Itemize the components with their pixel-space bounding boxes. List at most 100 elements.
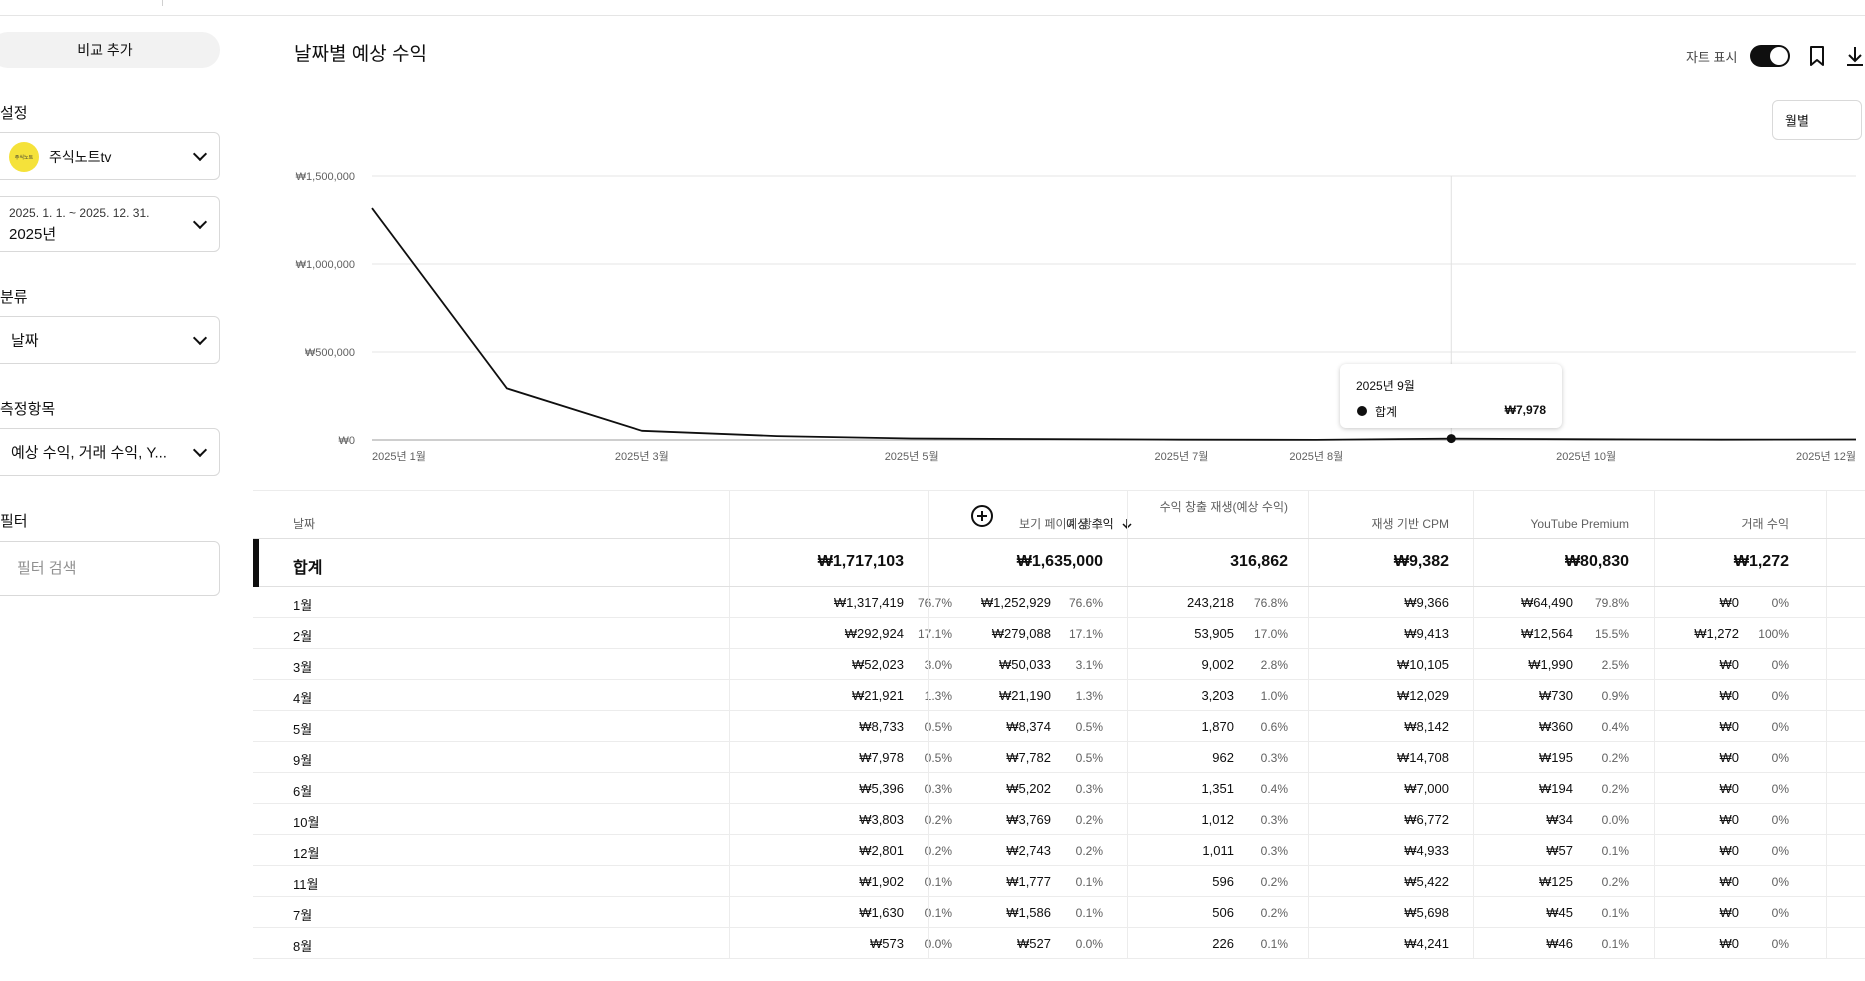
channel-select[interactable]: 주식노트 주식노트tv xyxy=(0,132,220,180)
sidebar: 비교 추가 설정 주식노트 주식노트tv 2025. 1. 1. ~ 2025.… xyxy=(0,0,230,981)
table-row[interactable]: 10월 ₩3,803 0.2% ₩3,769 0.2% 1,012 0.3% ₩6,772 ₩3… xyxy=(253,804,1865,835)
row-date: 6월 xyxy=(293,784,313,799)
row-tx-percent: 0% xyxy=(1771,875,1789,889)
breakdown-label: 분류 xyxy=(0,289,28,306)
date-range-label: 2025년 xyxy=(9,226,57,243)
table-total-row: 합계 ₩1,717,103 ₩1,635,000 316,862 ₩9,382 … xyxy=(253,539,1865,587)
row-prem-percent: 0.4% xyxy=(1601,720,1629,734)
row-plays-percent: 76.8% xyxy=(1253,596,1288,610)
bookmark-icon[interactable] xyxy=(1805,44,1829,68)
channel-avatar: 주식노트 xyxy=(9,142,39,172)
row-prem: ₩1,990 xyxy=(1528,657,1573,672)
chart-tooltip: 2025년 9월 합계 ₩7,978 xyxy=(1340,364,1562,428)
column-header-monetized-playbacks[interactable]: 수익 창출 재생(예상 수익) xyxy=(1159,500,1288,514)
row-prem: ₩57 xyxy=(1546,843,1573,858)
date-range-select[interactable]: 2025. 1. 1. ~ 2025. 12. 31. 2025년 xyxy=(0,196,220,252)
row-prem-percent: 0.9% xyxy=(1601,689,1629,703)
column-header-revenue-label: 예상 수익 xyxy=(1066,517,1114,531)
row-plays: 506 xyxy=(1212,905,1234,920)
table-row[interactable]: 12월 ₩2,801 0.2% ₩2,743 0.2% 1,011 0.3% ₩4,933 ₩5… xyxy=(253,835,1865,866)
row-cpm: ₩5,422 xyxy=(1404,874,1449,889)
row-plays-percent: 0.4% xyxy=(1260,782,1288,796)
table-row[interactable]: 5월 ₩8,733 0.5% ₩8,374 0.5% 1,870 0.6% ₩8,142 ₩36… xyxy=(253,711,1865,742)
table-row[interactable]: 2월 ₩292,924 17.1% ₩279,088 17.1% 53,905 17.0% ₩… xyxy=(253,618,1865,649)
add-comparison-button[interactable]: 비교 추가 xyxy=(0,32,220,68)
row-plays-percent: 17.0% xyxy=(1253,627,1288,641)
row-rev-percent: 0.1% xyxy=(924,875,952,889)
chart-toggle[interactable] xyxy=(1750,45,1790,67)
period-select-value: 월별 xyxy=(1785,113,1809,129)
row-rev: ₩1,317,419 xyxy=(833,595,904,610)
row-prem-percent: 0.1% xyxy=(1601,844,1629,858)
row-date: 1월 xyxy=(293,598,313,613)
row-cpm: ₩5,698 xyxy=(1404,905,1449,920)
row-rev-percent: 0.2% xyxy=(924,844,952,858)
row-date: 8월 xyxy=(293,939,313,954)
add-column-icon[interactable] xyxy=(971,505,993,527)
table-header-row: 날짜 예상 수익 보기 페이지 광고 수익 창출 재생(예상 수익) 재생 기반… xyxy=(253,490,1865,539)
row-tx-percent: 0% xyxy=(1771,813,1789,827)
row-tx: ₩0 xyxy=(1719,781,1740,796)
row-cpm: ₩6,772 xyxy=(1404,812,1449,827)
row-tx-percent: 0% xyxy=(1771,720,1789,734)
row-plays: 1,012 xyxy=(1201,812,1234,827)
row-tx-percent: 0% xyxy=(1771,689,1789,703)
tooltip-value: ₩7,978 xyxy=(1504,403,1546,417)
row-date: 10월 xyxy=(293,815,320,830)
row-rev: ₩5,396 xyxy=(859,781,904,796)
row-tx: ₩0 xyxy=(1719,874,1740,889)
row-date: 12월 xyxy=(293,846,320,861)
row-ads: ₩1,586 xyxy=(1006,905,1051,920)
row-plays: 53,905 xyxy=(1194,626,1234,641)
breakdown-select[interactable]: 날짜 xyxy=(0,316,220,364)
row-ads: ₩527 xyxy=(1017,936,1051,951)
tooltip-series-dot xyxy=(1357,406,1367,416)
table-row[interactable]: 9월 ₩7,978 0.5% ₩7,782 0.5% 962 0.3% ₩14,708 ₩195… xyxy=(253,742,1865,773)
row-rev-percent: 0.1% xyxy=(924,906,952,920)
row-rev: ₩3,803 xyxy=(859,812,904,827)
row-tx: ₩0 xyxy=(1719,750,1740,765)
row-ads: ₩5,202 xyxy=(1006,781,1051,796)
table-row[interactable]: 6월 ₩5,396 0.3% ₩5,202 0.3% 1,351 0.4% ₩7,000 ₩19… xyxy=(253,773,1865,804)
row-tx: ₩0 xyxy=(1719,905,1740,920)
table-row[interactable]: 7월 ₩1,630 0.1% ₩1,586 0.1% 506 0.2% ₩5,698 ₩45 0.… xyxy=(253,897,1865,928)
row-tx-percent: 0% xyxy=(1771,658,1789,672)
row-plays-percent: 1.0% xyxy=(1260,689,1288,703)
column-header-youtube-premium[interactable]: YouTube Premium xyxy=(1530,517,1630,531)
row-ads: ₩279,088 xyxy=(991,626,1051,641)
row-plays: 962 xyxy=(1212,750,1234,765)
column-header-watch-page-ads[interactable]: 보기 페이지 광고 xyxy=(1019,517,1103,531)
metrics-value: 예상 수익, 거래 수익, Y... xyxy=(11,444,167,462)
table-row[interactable]: 3월 ₩52,023 3.0% ₩50,033 3.1% 9,002 2.8% ₩10,105… xyxy=(253,649,1865,680)
row-tx-percent: 0% xyxy=(1771,906,1789,920)
row-date: 3월 xyxy=(293,660,313,675)
row-date: 7월 xyxy=(293,908,313,923)
column-header-playback-cpm[interactable]: 재생 기반 CPM xyxy=(1371,517,1450,531)
period-select[interactable]: 월별 xyxy=(1772,100,1862,140)
y-tick-label: ₩1,000,000 xyxy=(296,259,355,271)
row-prem-percent: 0.1% xyxy=(1601,937,1629,951)
row-ads-percent: 0.1% xyxy=(1075,906,1103,920)
download-icon[interactable] xyxy=(1843,44,1865,68)
table-row[interactable]: 1월 ₩1,317,419 76.7% ₩1,252,929 76.6% 243,218 7… xyxy=(253,587,1865,618)
row-date: 2월 xyxy=(293,629,313,644)
column-header-date[interactable]: 날짜 xyxy=(293,517,316,531)
column-header-transaction-revenue[interactable]: 거래 수익 xyxy=(1741,517,1790,531)
row-prem-percent: 0.1% xyxy=(1601,906,1629,920)
row-prem: ₩34 xyxy=(1546,812,1573,827)
table-row[interactable]: 11월 ₩1,902 0.1% ₩1,777 0.1% 596 0.2% ₩5,422 ₩125… xyxy=(253,866,1865,897)
row-plays: 1,351 xyxy=(1201,781,1234,796)
row-prem: ₩12,564 xyxy=(1520,626,1573,641)
row-plays-percent: 0.3% xyxy=(1260,813,1288,827)
metrics-label: 측정항목 xyxy=(0,401,56,418)
row-rev: ₩292,924 xyxy=(844,626,904,641)
metrics-select[interactable]: 예상 수익, 거래 수익, Y... xyxy=(0,428,220,476)
row-tx: ₩0 xyxy=(1719,719,1740,734)
row-date: 9월 xyxy=(293,753,313,768)
filter-search-input[interactable] xyxy=(0,541,220,596)
row-prem-percent: 0.2% xyxy=(1601,875,1629,889)
table-row[interactable]: 4월 ₩21,921 1.3% ₩21,190 1.3% 3,203 1.0% ₩12,029… xyxy=(253,680,1865,711)
table-row[interactable]: 8월 ₩573 0.0% ₩527 0.0% 226 0.1% ₩4,241 ₩46 0.1% ₩0… xyxy=(253,928,1865,959)
row-prem-percent: 0.2% xyxy=(1601,751,1629,765)
row-prem: ₩45 xyxy=(1546,905,1573,920)
